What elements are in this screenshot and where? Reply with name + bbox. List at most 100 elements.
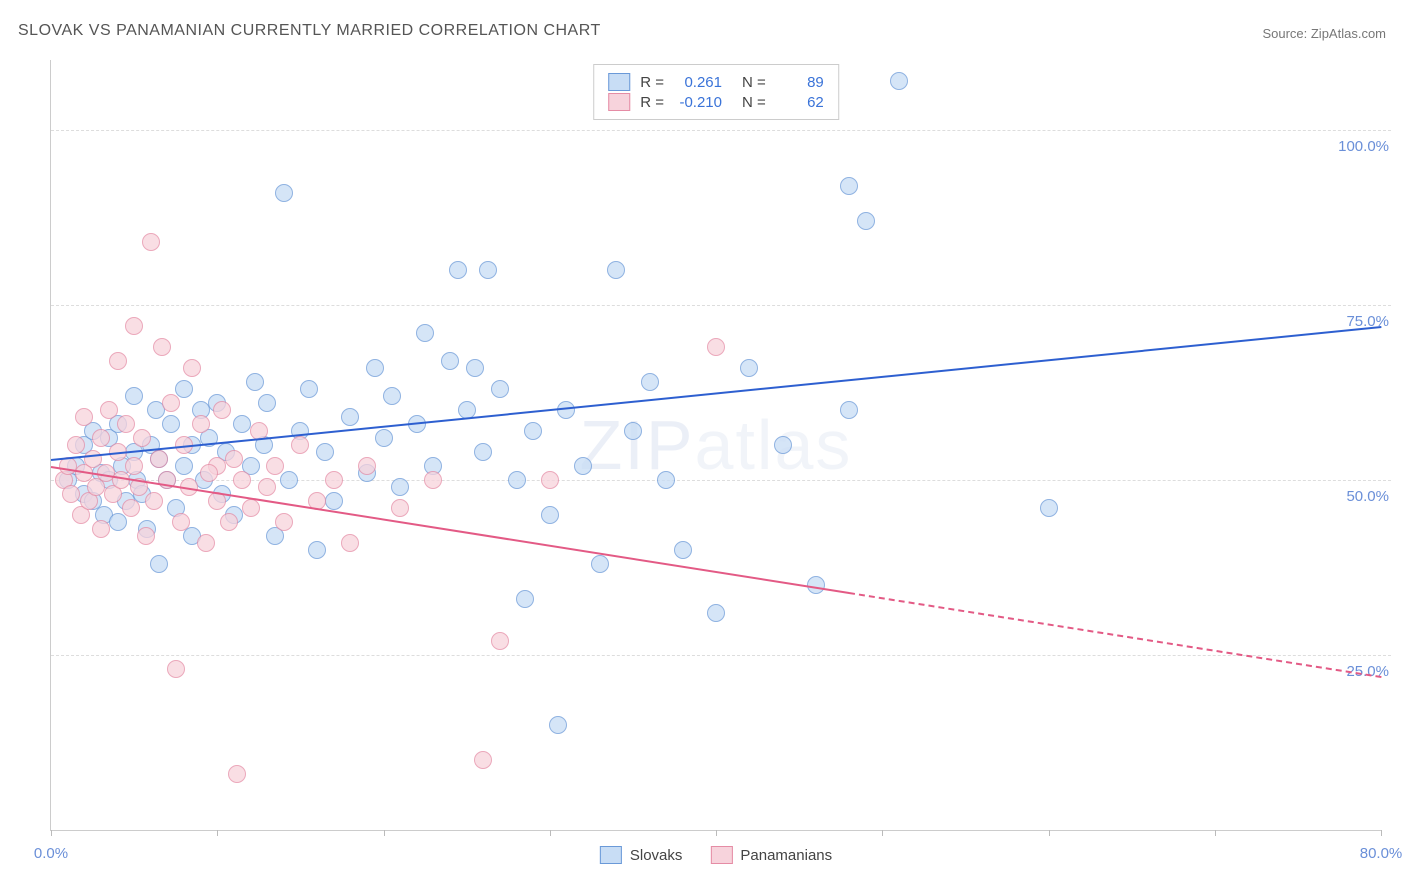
scatter-point — [591, 555, 609, 573]
scatter-point — [266, 457, 284, 475]
legend-swatch — [600, 846, 622, 864]
scatter-point — [857, 212, 875, 230]
scatter-point — [125, 457, 143, 475]
scatter-point — [424, 471, 442, 489]
gridline — [51, 305, 1391, 306]
scatter-point — [549, 716, 567, 734]
scatter-point — [740, 359, 758, 377]
scatter-point — [175, 457, 193, 475]
scatter-point — [162, 394, 180, 412]
scatter-point — [316, 443, 334, 461]
legend-label: Panamanians — [740, 847, 832, 864]
scatter-point — [674, 541, 692, 559]
scatter-point — [62, 485, 80, 503]
scatter-point — [162, 415, 180, 433]
scatter-point — [607, 261, 625, 279]
scatter-point — [574, 457, 592, 475]
scatter-point — [242, 499, 260, 517]
n-value: 62 — [776, 94, 824, 111]
scatter-point — [183, 359, 201, 377]
scatter-point — [641, 373, 659, 391]
scatter-point — [541, 471, 559, 489]
scatter-point — [153, 338, 171, 356]
gridline — [51, 655, 1391, 656]
legend-item: Slovaks — [600, 846, 683, 864]
legend-label: Slovaks — [630, 847, 683, 864]
x-tick — [51, 830, 52, 836]
scatter-point — [291, 436, 309, 454]
x-tick — [384, 830, 385, 836]
y-tick-label: 100.0% — [1338, 138, 1389, 155]
scatter-point — [391, 499, 409, 517]
y-tick-label: 50.0% — [1346, 488, 1389, 505]
scatter-point — [474, 443, 492, 461]
scatter-point — [840, 177, 858, 195]
scatter-point — [84, 450, 102, 468]
r-value: -0.210 — [674, 94, 722, 111]
scatter-point — [92, 520, 110, 538]
scatter-point — [192, 415, 210, 433]
r-label: R = — [640, 94, 664, 111]
x-tick — [1215, 830, 1216, 836]
scatter-point — [491, 632, 509, 650]
plot-area: ZIPatlas R =0.261N =89R =-0.210N =62 Slo… — [50, 60, 1381, 831]
scatter-point — [491, 380, 509, 398]
chart-title: SLOVAK VS PANAMANIAN CURRENTLY MARRIED C… — [18, 22, 601, 40]
scatter-point — [125, 317, 143, 335]
trend-line — [849, 592, 1381, 678]
scatter-point — [117, 415, 135, 433]
scatter-point — [441, 352, 459, 370]
n-label: N = — [742, 74, 766, 91]
scatter-point — [109, 352, 127, 370]
x-tick — [217, 830, 218, 836]
x-tick — [882, 830, 883, 836]
scatter-point — [246, 373, 264, 391]
scatter-point — [375, 429, 393, 447]
x-tick-label: 0.0% — [34, 845, 68, 862]
scatter-point — [474, 751, 492, 769]
scatter-point — [109, 513, 127, 531]
scatter-point — [197, 534, 215, 552]
scatter-point — [233, 471, 251, 489]
scatter-point — [325, 492, 343, 510]
watermark: ZIPatlas — [580, 405, 853, 485]
source-attribution: Source: ZipAtlas.com — [1262, 26, 1386, 41]
legend-item: Panamanians — [710, 846, 832, 864]
scatter-point — [225, 450, 243, 468]
scatter-point — [358, 457, 376, 475]
legend-series: Slovaks Panamanians — [600, 846, 832, 864]
scatter-point — [228, 765, 246, 783]
scatter-point — [258, 478, 276, 496]
scatter-point — [657, 471, 675, 489]
scatter-point — [366, 359, 384, 377]
scatter-point — [150, 450, 168, 468]
scatter-point — [479, 261, 497, 279]
scatter-point — [258, 394, 276, 412]
scatter-point — [122, 499, 140, 517]
scatter-point — [341, 534, 359, 552]
x-tick — [550, 830, 551, 836]
scatter-point — [707, 604, 725, 622]
scatter-point — [707, 338, 725, 356]
legend-stat-row: R =-0.210N =62 — [608, 93, 824, 111]
scatter-point — [275, 184, 293, 202]
r-value: 0.261 — [674, 74, 722, 91]
scatter-point — [308, 541, 326, 559]
scatter-point — [145, 492, 163, 510]
scatter-point — [416, 324, 434, 342]
legend-swatch — [608, 93, 630, 111]
trend-line — [51, 466, 849, 594]
legend-stats: R =0.261N =89R =-0.210N =62 — [593, 64, 839, 120]
scatter-point — [137, 527, 155, 545]
scatter-point — [150, 555, 168, 573]
scatter-point — [92, 429, 110, 447]
scatter-point — [449, 261, 467, 279]
scatter-point — [300, 380, 318, 398]
x-tick — [1381, 830, 1382, 836]
scatter-point — [172, 513, 190, 531]
n-value: 89 — [776, 74, 824, 91]
scatter-point — [67, 436, 85, 454]
scatter-point — [524, 422, 542, 440]
gridline — [51, 480, 1391, 481]
scatter-point — [175, 380, 193, 398]
